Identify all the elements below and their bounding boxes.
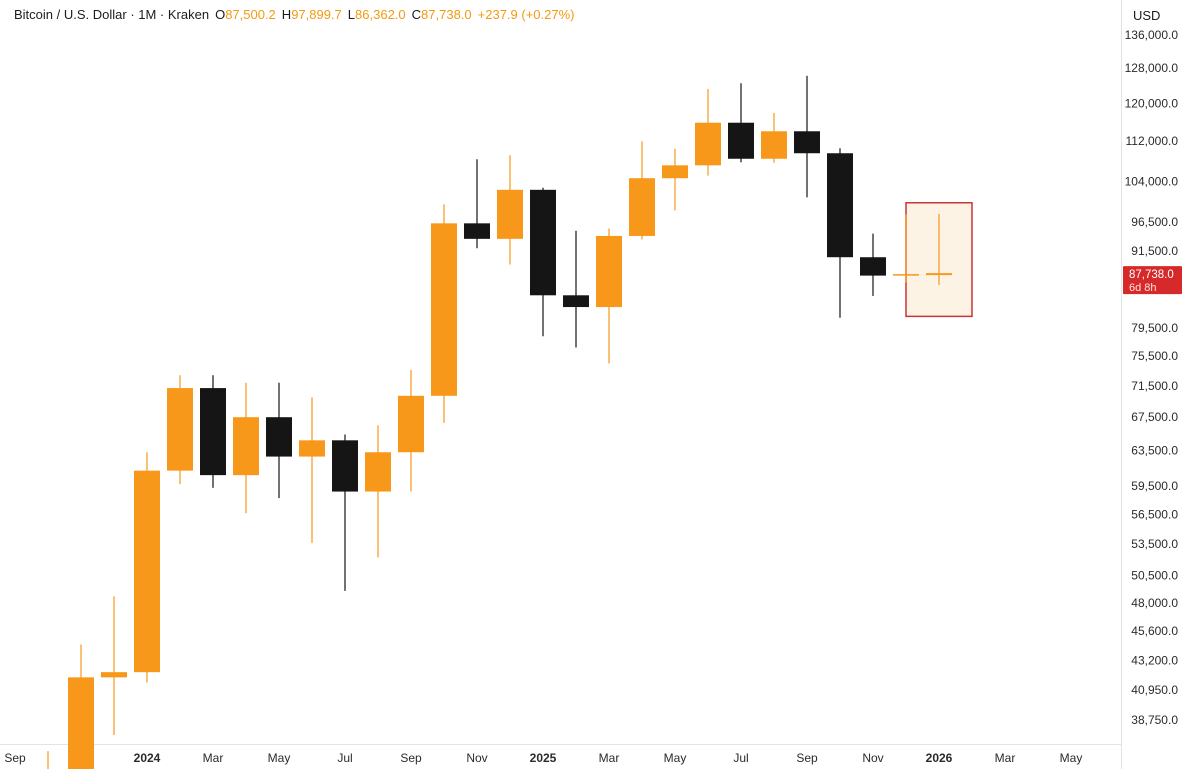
time-tick-label: Sep xyxy=(4,751,26,765)
time-tick-label: May xyxy=(664,751,687,765)
price-tick-label: 79,500.0 xyxy=(1131,321,1178,335)
low-label: L xyxy=(347,7,356,22)
candle-body[interactable] xyxy=(563,295,589,308)
price-tick-label: 38,750.0 xyxy=(1131,713,1178,727)
candle-body[interactable] xyxy=(662,165,688,179)
price-tick-label: 63,500.0 xyxy=(1131,444,1178,458)
low-value: 86,362.0 xyxy=(355,7,406,22)
candle-body[interactable] xyxy=(365,452,391,492)
price-tick-label: 56,500.0 xyxy=(1131,507,1178,521)
symbol-legend: Bitcoin / U.S. Dollar · 1M · Kraken O 87… xyxy=(14,7,575,22)
price-tick-label: 75,500.0 xyxy=(1131,349,1178,363)
price-tick-label: 53,500.0 xyxy=(1131,537,1178,551)
price-tick-label: 45,600.0 xyxy=(1131,624,1178,638)
price-tick-label: 136,000.0 xyxy=(1125,28,1179,42)
price-change: +237.9 (+0.27%) xyxy=(477,7,575,22)
open-value: 87,500.2 xyxy=(225,7,276,22)
open-label: O xyxy=(215,7,226,22)
price-tick-label: 104,000.0 xyxy=(1125,174,1179,188)
time-tick-label: Sep xyxy=(796,751,818,765)
candle-body[interactable] xyxy=(695,122,721,166)
candle-body[interactable] xyxy=(167,388,193,471)
time-tick-label: Mar xyxy=(995,751,1016,765)
time-tick-label: Nov xyxy=(862,751,883,765)
time-tick-label: Jul xyxy=(733,751,748,765)
price-tick-label: 91,500.0 xyxy=(1131,244,1178,258)
close-value: 87,738.0 xyxy=(421,7,472,22)
high-label: H xyxy=(281,7,292,22)
time-tick-label: May xyxy=(268,751,291,765)
price-tick-label: 48,000.0 xyxy=(1131,596,1178,610)
candle-body[interactable] xyxy=(728,122,754,159)
current-price-label: 87,738.0 xyxy=(1129,269,1174,281)
candle-countdown-label: 6d 8h xyxy=(1129,282,1157,294)
time-tick-label: 2025 xyxy=(530,751,557,765)
high-value: 97,899.7 xyxy=(291,7,342,22)
candle-body[interactable] xyxy=(398,395,424,453)
time-tick-label: 2024 xyxy=(134,751,161,765)
price-tick-label: 43,200.0 xyxy=(1131,654,1178,668)
currency-label[interactable]: USD xyxy=(1133,8,1161,23)
candle-body[interactable] xyxy=(761,131,787,159)
candle-body[interactable] xyxy=(464,223,490,239)
candle-body[interactable] xyxy=(794,131,820,154)
price-tick-label: 67,500.0 xyxy=(1131,410,1178,424)
price-tick-label: 40,950.0 xyxy=(1131,683,1178,697)
candle-body[interactable] xyxy=(233,417,259,476)
candle-body[interactable] xyxy=(134,470,160,673)
candle-body[interactable] xyxy=(860,257,886,276)
candle-body[interactable] xyxy=(629,178,655,236)
price-tick-label: 96,500.0 xyxy=(1131,215,1178,229)
candle-body[interactable] xyxy=(893,274,919,276)
candle-body[interactable] xyxy=(497,189,523,239)
current-price-badge xyxy=(1123,266,1182,295)
candle-body[interactable] xyxy=(530,189,556,296)
price-tick-label: 59,500.0 xyxy=(1131,479,1178,493)
price-tick-label: 120,000.0 xyxy=(1125,96,1179,110)
time-tick-label: 2026 xyxy=(926,751,953,765)
candle-body[interactable] xyxy=(332,440,358,492)
candle-body[interactable] xyxy=(68,677,94,770)
time-tick-label: Jul xyxy=(337,751,352,765)
time-tick-label: May xyxy=(1060,751,1083,765)
candle-body[interactable] xyxy=(827,153,853,258)
price-tick-label: 71,500.0 xyxy=(1131,379,1178,393)
symbol-title: Bitcoin / U.S. Dollar · 1M · Kraken xyxy=(14,7,210,22)
candle-body[interactable] xyxy=(101,672,127,678)
price-tick-label: 128,000.0 xyxy=(1125,61,1179,75)
time-tick-label: Nov xyxy=(466,751,487,765)
close-label: C xyxy=(411,7,422,22)
price-tick-label: 50,500.0 xyxy=(1131,569,1178,583)
time-tick-label: Mar xyxy=(203,751,224,765)
price-tick-label: 112,000.0 xyxy=(1126,134,1179,148)
candle-body[interactable] xyxy=(266,417,292,457)
time-tick-label: Mar xyxy=(599,751,620,765)
candle-body[interactable] xyxy=(596,235,622,308)
time-tick-label: Sep xyxy=(400,751,422,765)
candle-body[interactable] xyxy=(431,223,457,396)
candle-body[interactable] xyxy=(299,440,325,457)
candle-body[interactable] xyxy=(200,388,226,476)
